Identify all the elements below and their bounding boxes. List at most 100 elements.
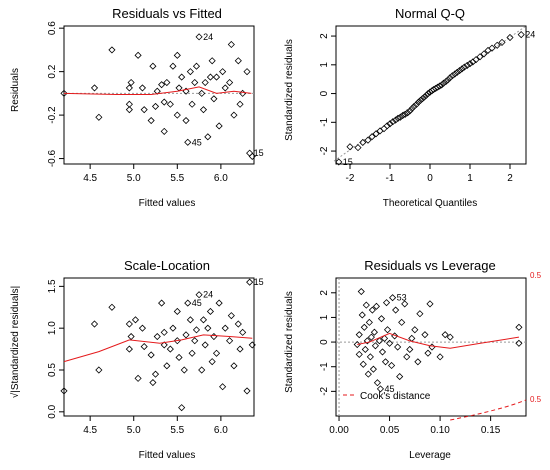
data-point xyxy=(60,89,68,97)
data-point xyxy=(403,353,411,361)
data-point xyxy=(153,332,161,341)
y-axis-label: Standardized residuals xyxy=(284,291,295,393)
y-tick-label: 0.5 xyxy=(47,363,58,377)
data-point xyxy=(60,387,68,395)
data-point xyxy=(412,100,420,109)
data-point xyxy=(248,341,256,349)
x-axis-label: Fitted values xyxy=(139,450,196,461)
data-point xyxy=(160,127,168,135)
data-point xyxy=(408,104,416,113)
data-point xyxy=(204,133,212,141)
data-point xyxy=(498,38,506,46)
data-point xyxy=(359,138,367,147)
data-point xyxy=(378,348,387,356)
data-point xyxy=(363,337,371,345)
data-point xyxy=(192,62,201,70)
data-point xyxy=(210,95,218,103)
data-point xyxy=(446,333,454,341)
data-point xyxy=(420,93,428,101)
x-tick-label: -1 xyxy=(386,173,395,184)
data-point xyxy=(368,133,376,141)
point-label: 53 xyxy=(397,293,407,303)
data-point xyxy=(440,79,448,87)
data-point xyxy=(451,70,459,78)
data-point xyxy=(382,299,391,307)
data-point xyxy=(466,60,474,68)
data-point xyxy=(373,379,382,387)
y-tick-label: 1 xyxy=(319,62,330,68)
y-axis-label: Residuals xyxy=(10,68,21,112)
data-point xyxy=(221,84,229,92)
data-point xyxy=(444,76,452,84)
data-point xyxy=(416,96,424,105)
x-tick-label: 0.05 xyxy=(380,425,400,436)
data-point xyxy=(134,51,142,59)
data-point xyxy=(401,110,409,118)
qq-reference-line xyxy=(333,25,527,162)
x-tick-label: -2 xyxy=(346,173,355,184)
data-point xyxy=(493,41,501,49)
y-tick-label: -0.2 xyxy=(47,106,58,124)
data-point xyxy=(517,31,525,39)
data-point xyxy=(381,358,390,366)
data-point xyxy=(446,74,454,82)
y-tick-label: 0.0 xyxy=(47,404,58,418)
x-tick-label: 6.0 xyxy=(214,173,228,184)
data-point xyxy=(149,62,157,70)
data-point xyxy=(158,81,166,89)
data-point xyxy=(125,84,133,92)
y-tick-label: -1 xyxy=(319,117,330,126)
data-point xyxy=(411,326,419,334)
data-point xyxy=(353,340,361,349)
data-point xyxy=(195,291,203,299)
data-point xyxy=(182,331,190,339)
data-point xyxy=(361,345,369,354)
data-point xyxy=(392,306,400,314)
y-tick-label: -2 xyxy=(319,146,330,155)
data-point xyxy=(210,332,218,341)
smoother-line xyxy=(63,86,252,95)
data-point xyxy=(426,300,434,308)
panel-residuals-vs-leverage: Residuals vs Leverage Leverage Standardi… xyxy=(284,258,542,461)
data-point xyxy=(212,349,221,357)
x-tick-label: 0 xyxy=(427,173,433,184)
data-point xyxy=(234,320,242,328)
data-point xyxy=(215,122,223,130)
data-point xyxy=(160,328,168,336)
data-point xyxy=(370,328,378,336)
data-point xyxy=(95,113,103,121)
data-point xyxy=(396,373,404,381)
data-point xyxy=(90,84,99,92)
data-point xyxy=(376,385,385,393)
data-point xyxy=(180,366,188,374)
point-label: 45 xyxy=(384,384,394,394)
data-point xyxy=(406,107,414,115)
data-point xyxy=(442,77,450,86)
x-tick-label: 6.0 xyxy=(214,425,228,436)
data-point xyxy=(383,326,392,334)
data-point xyxy=(212,73,221,81)
x-axis-label: Fitted values xyxy=(139,198,196,209)
data-point xyxy=(506,33,514,42)
y-tick-label: -0.6 xyxy=(47,150,58,168)
data-point xyxy=(367,333,375,341)
y-axis-label: Standardized residuals xyxy=(284,39,295,141)
data-point xyxy=(371,342,379,350)
data-point xyxy=(208,358,216,366)
cooks-right-tick-top: 0.5 xyxy=(530,271,542,280)
data-point xyxy=(335,158,343,166)
x-tick-label: 5.5 xyxy=(170,425,184,436)
data-point xyxy=(199,316,208,324)
point-label: 45 xyxy=(192,298,202,308)
data-point xyxy=(90,320,99,328)
y-tick-label: 0 xyxy=(319,339,330,345)
plot-frame xyxy=(335,277,527,417)
panel-scale-location: Scale-Location Fitted values √|Standardi… xyxy=(9,258,264,461)
data-point xyxy=(515,323,523,331)
data-point xyxy=(166,345,174,353)
x-tick-label: 0.15 xyxy=(481,425,501,436)
data-point xyxy=(227,312,235,320)
data-point xyxy=(186,68,194,76)
